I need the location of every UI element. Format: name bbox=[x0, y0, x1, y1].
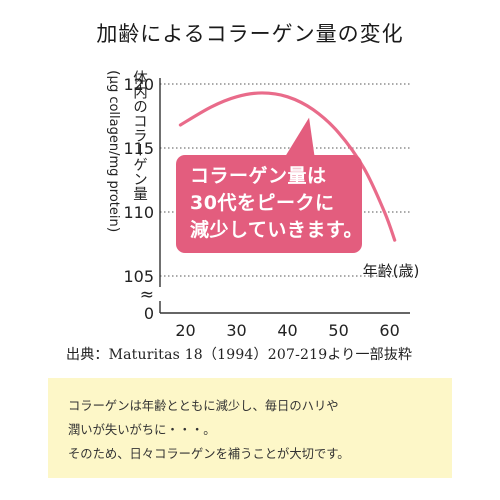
collagen-curve bbox=[178, 91, 397, 242]
peak-callout: コラーゲン量は 30代をピークに 減少していきます。 bbox=[176, 155, 364, 253]
x-tick-50: 50 bbox=[328, 321, 348, 340]
x-tick-20: 20 bbox=[175, 321, 195, 340]
y-axis-close-paren: ) bbox=[105, 226, 121, 233]
note-line-2: 潤いが失いがちに・・・。 bbox=[68, 423, 216, 437]
y-tick-105: 105 bbox=[123, 267, 154, 286]
callout-line-1: コラーゲン量は bbox=[190, 165, 327, 187]
y-axis-unit: μg collagen/mg protein bbox=[106, 75, 121, 227]
y-axis-title: 体内のコラーゲン量 bbox=[112, 70, 148, 310]
y-tick-labels: 105 110 115 120 ≈0 bbox=[123, 75, 154, 323]
y-tick-120: 120 bbox=[123, 75, 154, 94]
y-tick-zero: 0 bbox=[144, 304, 154, 323]
axes bbox=[159, 78, 410, 314]
info-note: コラーゲンは年齢とともに減少し、毎日のハリや 潤いが失いがちに・・・。 そのため… bbox=[48, 378, 452, 478]
note-line-3: そのため、日々コラーゲンを補うことが大切です。 bbox=[68, 447, 350, 461]
chart-title: 加齢によるコラーゲン量の変化 bbox=[96, 22, 404, 46]
x-tick-30: 30 bbox=[226, 321, 246, 340]
source-citation: 出典：Maturitas 18（1994）207-219より一部抜粋 bbox=[66, 347, 413, 363]
callout-line-3: 減少していきます。 bbox=[190, 219, 364, 241]
note-line-1: コラーゲンは年齢とともに減少し、毎日のハリや bbox=[68, 399, 339, 413]
x-tick-labels: 20 30 40 50 60 bbox=[175, 321, 399, 340]
collagen-chart: 105 110 115 120 ≈0 20 30 40 50 60 年齢(歳) bbox=[123, 75, 420, 340]
callout-pointer bbox=[283, 117, 316, 160]
y-axis-label: (μg collagen/mg protein) bbox=[86, 70, 122, 310]
x-tick-40: 40 bbox=[277, 321, 297, 340]
callout-line-2: 30代をピークに bbox=[190, 192, 335, 214]
y-axis-break: ≈ bbox=[140, 285, 154, 305]
y-axis-open-paren: ( bbox=[105, 70, 121, 76]
y-tick-110: 110 bbox=[123, 203, 154, 222]
x-tick-60: 60 bbox=[379, 321, 399, 340]
series-layer bbox=[178, 91, 397, 242]
y-axis-title-text: 体内のコラーゲン量 bbox=[131, 70, 147, 201]
y-tick-115: 115 bbox=[123, 139, 154, 158]
x-axis-label: 年齢(歳) bbox=[363, 262, 420, 280]
